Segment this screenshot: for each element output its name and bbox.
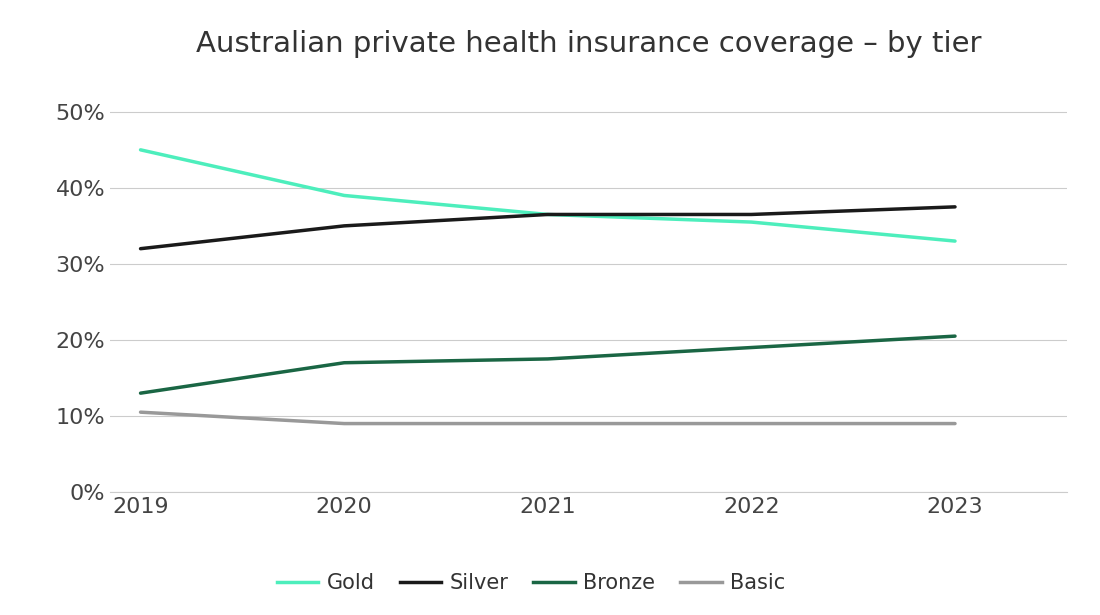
Title: Australian private health insurance coverage – by tier: Australian private health insurance cove… <box>196 30 981 58</box>
Legend: Gold, Silver, Bronze, Basic: Gold, Silver, Bronze, Basic <box>268 565 794 602</box>
